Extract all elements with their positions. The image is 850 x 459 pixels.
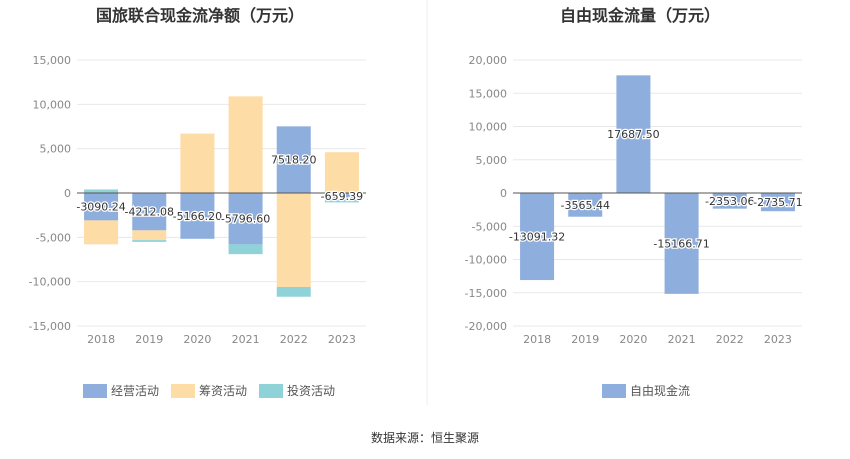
chart1-ytick-label: -15,000 bbox=[29, 320, 71, 333]
chart2-bar-free_cash_flow-2018 bbox=[520, 193, 555, 281]
chart2-xtick-label: 2022 bbox=[716, 333, 744, 346]
legend-label: 投资活动 bbox=[287, 383, 335, 398]
chart1-ytick-label: -5,000 bbox=[36, 231, 71, 244]
chart2-data-label: -3565.44 bbox=[561, 199, 610, 212]
source-label: 数据来源：恒生聚源 bbox=[370, 431, 479, 445]
chart1-bar-investing-2023 bbox=[324, 198, 359, 203]
chart2-ytick-label: 10,000 bbox=[469, 121, 508, 134]
chart1-bar-investing-2019 bbox=[132, 240, 167, 242]
chart2-title: 自由现金流量（万元） bbox=[560, 6, 720, 25]
chart2-bar-free_cash_flow-2020 bbox=[616, 75, 651, 193]
chart2-data-label: -13091.32 bbox=[509, 231, 565, 244]
chart1-data-label: -5166.20 bbox=[173, 210, 222, 223]
chart1-data-label: -659.39 bbox=[321, 190, 363, 203]
chart1-xtick-label: 2021 bbox=[232, 333, 260, 346]
chart2-ytick-label: -15,000 bbox=[465, 287, 507, 300]
chart1-data-label: 7518.20 bbox=[271, 154, 317, 167]
chart1-bar-financing-2023 bbox=[324, 152, 359, 193]
chart2-bar-free_cash_flow-2019 bbox=[568, 193, 603, 217]
chart1-data-label: -5796.60 bbox=[221, 213, 270, 226]
chart1-title: 国旅联合现金流净额（万元） bbox=[96, 6, 304, 25]
chart1-bar-operating-2019 bbox=[132, 193, 167, 231]
chart2-ytick-label: -20,000 bbox=[465, 320, 507, 333]
legend-swatch bbox=[83, 384, 107, 398]
chart2-xtick-label: 2019 bbox=[571, 333, 599, 346]
chart2-xtick-label: 2023 bbox=[764, 333, 792, 346]
chart1-ytick-label: 10,000 bbox=[33, 98, 72, 111]
chart1-xtick-label: 2019 bbox=[135, 333, 163, 346]
chart1-bar-financing-2021 bbox=[228, 96, 263, 193]
chart2-ytick-label: 15,000 bbox=[469, 87, 508, 100]
chart1-ytick-label: 5,000 bbox=[40, 143, 72, 156]
chart1-xtick-label: 2018 bbox=[87, 333, 115, 346]
chart1-bar-financing-2020 bbox=[180, 133, 215, 193]
chart2-data-label: -15166.71 bbox=[653, 237, 709, 250]
chart1-bar-operating-2023 bbox=[324, 193, 359, 199]
chart2-ytick-label: 20,000 bbox=[469, 54, 508, 67]
chart1-ytick-label: 15,000 bbox=[33, 54, 72, 67]
chart1-data-label: -4212.08 bbox=[125, 206, 174, 219]
chart1-xtick-label: 2020 bbox=[183, 333, 211, 346]
chart1-bar-financing-2022 bbox=[276, 193, 311, 287]
chart2-xtick-label: 2020 bbox=[619, 333, 647, 346]
chart1-bar-investing-2021 bbox=[228, 244, 263, 255]
chart2-ytick-label: -10,000 bbox=[465, 254, 507, 267]
chart1-bar-operating-2020 bbox=[180, 193, 215, 239]
legend-label: 自由现金流 bbox=[630, 383, 690, 398]
chart1-bar-operating-2021 bbox=[228, 193, 263, 245]
legend-swatch bbox=[259, 384, 283, 398]
chart2-bar-free_cash_flow-2022 bbox=[712, 193, 747, 209]
chart1-bar-operating-2022 bbox=[276, 126, 311, 193]
chart1-ytick-label: -10,000 bbox=[29, 276, 71, 289]
chart2-xtick-label: 2018 bbox=[523, 333, 551, 346]
chart2-bar-free_cash_flow-2023 bbox=[760, 193, 795, 212]
chart1-ytick-label: 0 bbox=[64, 187, 71, 200]
chart2-ytick-label: 5,000 bbox=[476, 154, 508, 167]
chart2-ytick-label: 0 bbox=[500, 187, 507, 200]
chart1-bar-investing-2022 bbox=[276, 286, 311, 297]
chart1-xtick-label: 2022 bbox=[280, 333, 308, 346]
chart2-bar-free_cash_flow-2021 bbox=[664, 193, 699, 294]
legend-label: 筹资活动 bbox=[199, 384, 247, 398]
chart1-bar-investing-2018 bbox=[84, 189, 119, 193]
chart1-data-label: -3090.24 bbox=[76, 201, 125, 214]
legend-swatch bbox=[602, 384, 626, 398]
chart2-data-label: -2353.06 bbox=[705, 195, 754, 208]
chart1-xtick-label: 2023 bbox=[328, 333, 356, 346]
legend-swatch bbox=[171, 384, 195, 398]
chart1-bar-financing-2018 bbox=[84, 220, 119, 245]
chart2-ytick-label: -5,000 bbox=[472, 220, 507, 233]
chart2-data-label: -2735.71 bbox=[753, 196, 802, 209]
chart2-xtick-label: 2021 bbox=[668, 333, 696, 346]
chart1-bar-financing-2019 bbox=[132, 230, 167, 241]
chart2-data-label: 17687.50 bbox=[607, 128, 660, 141]
chart1-bar-operating-2018 bbox=[84, 193, 119, 221]
legend-label: 经营活动 bbox=[111, 384, 159, 398]
